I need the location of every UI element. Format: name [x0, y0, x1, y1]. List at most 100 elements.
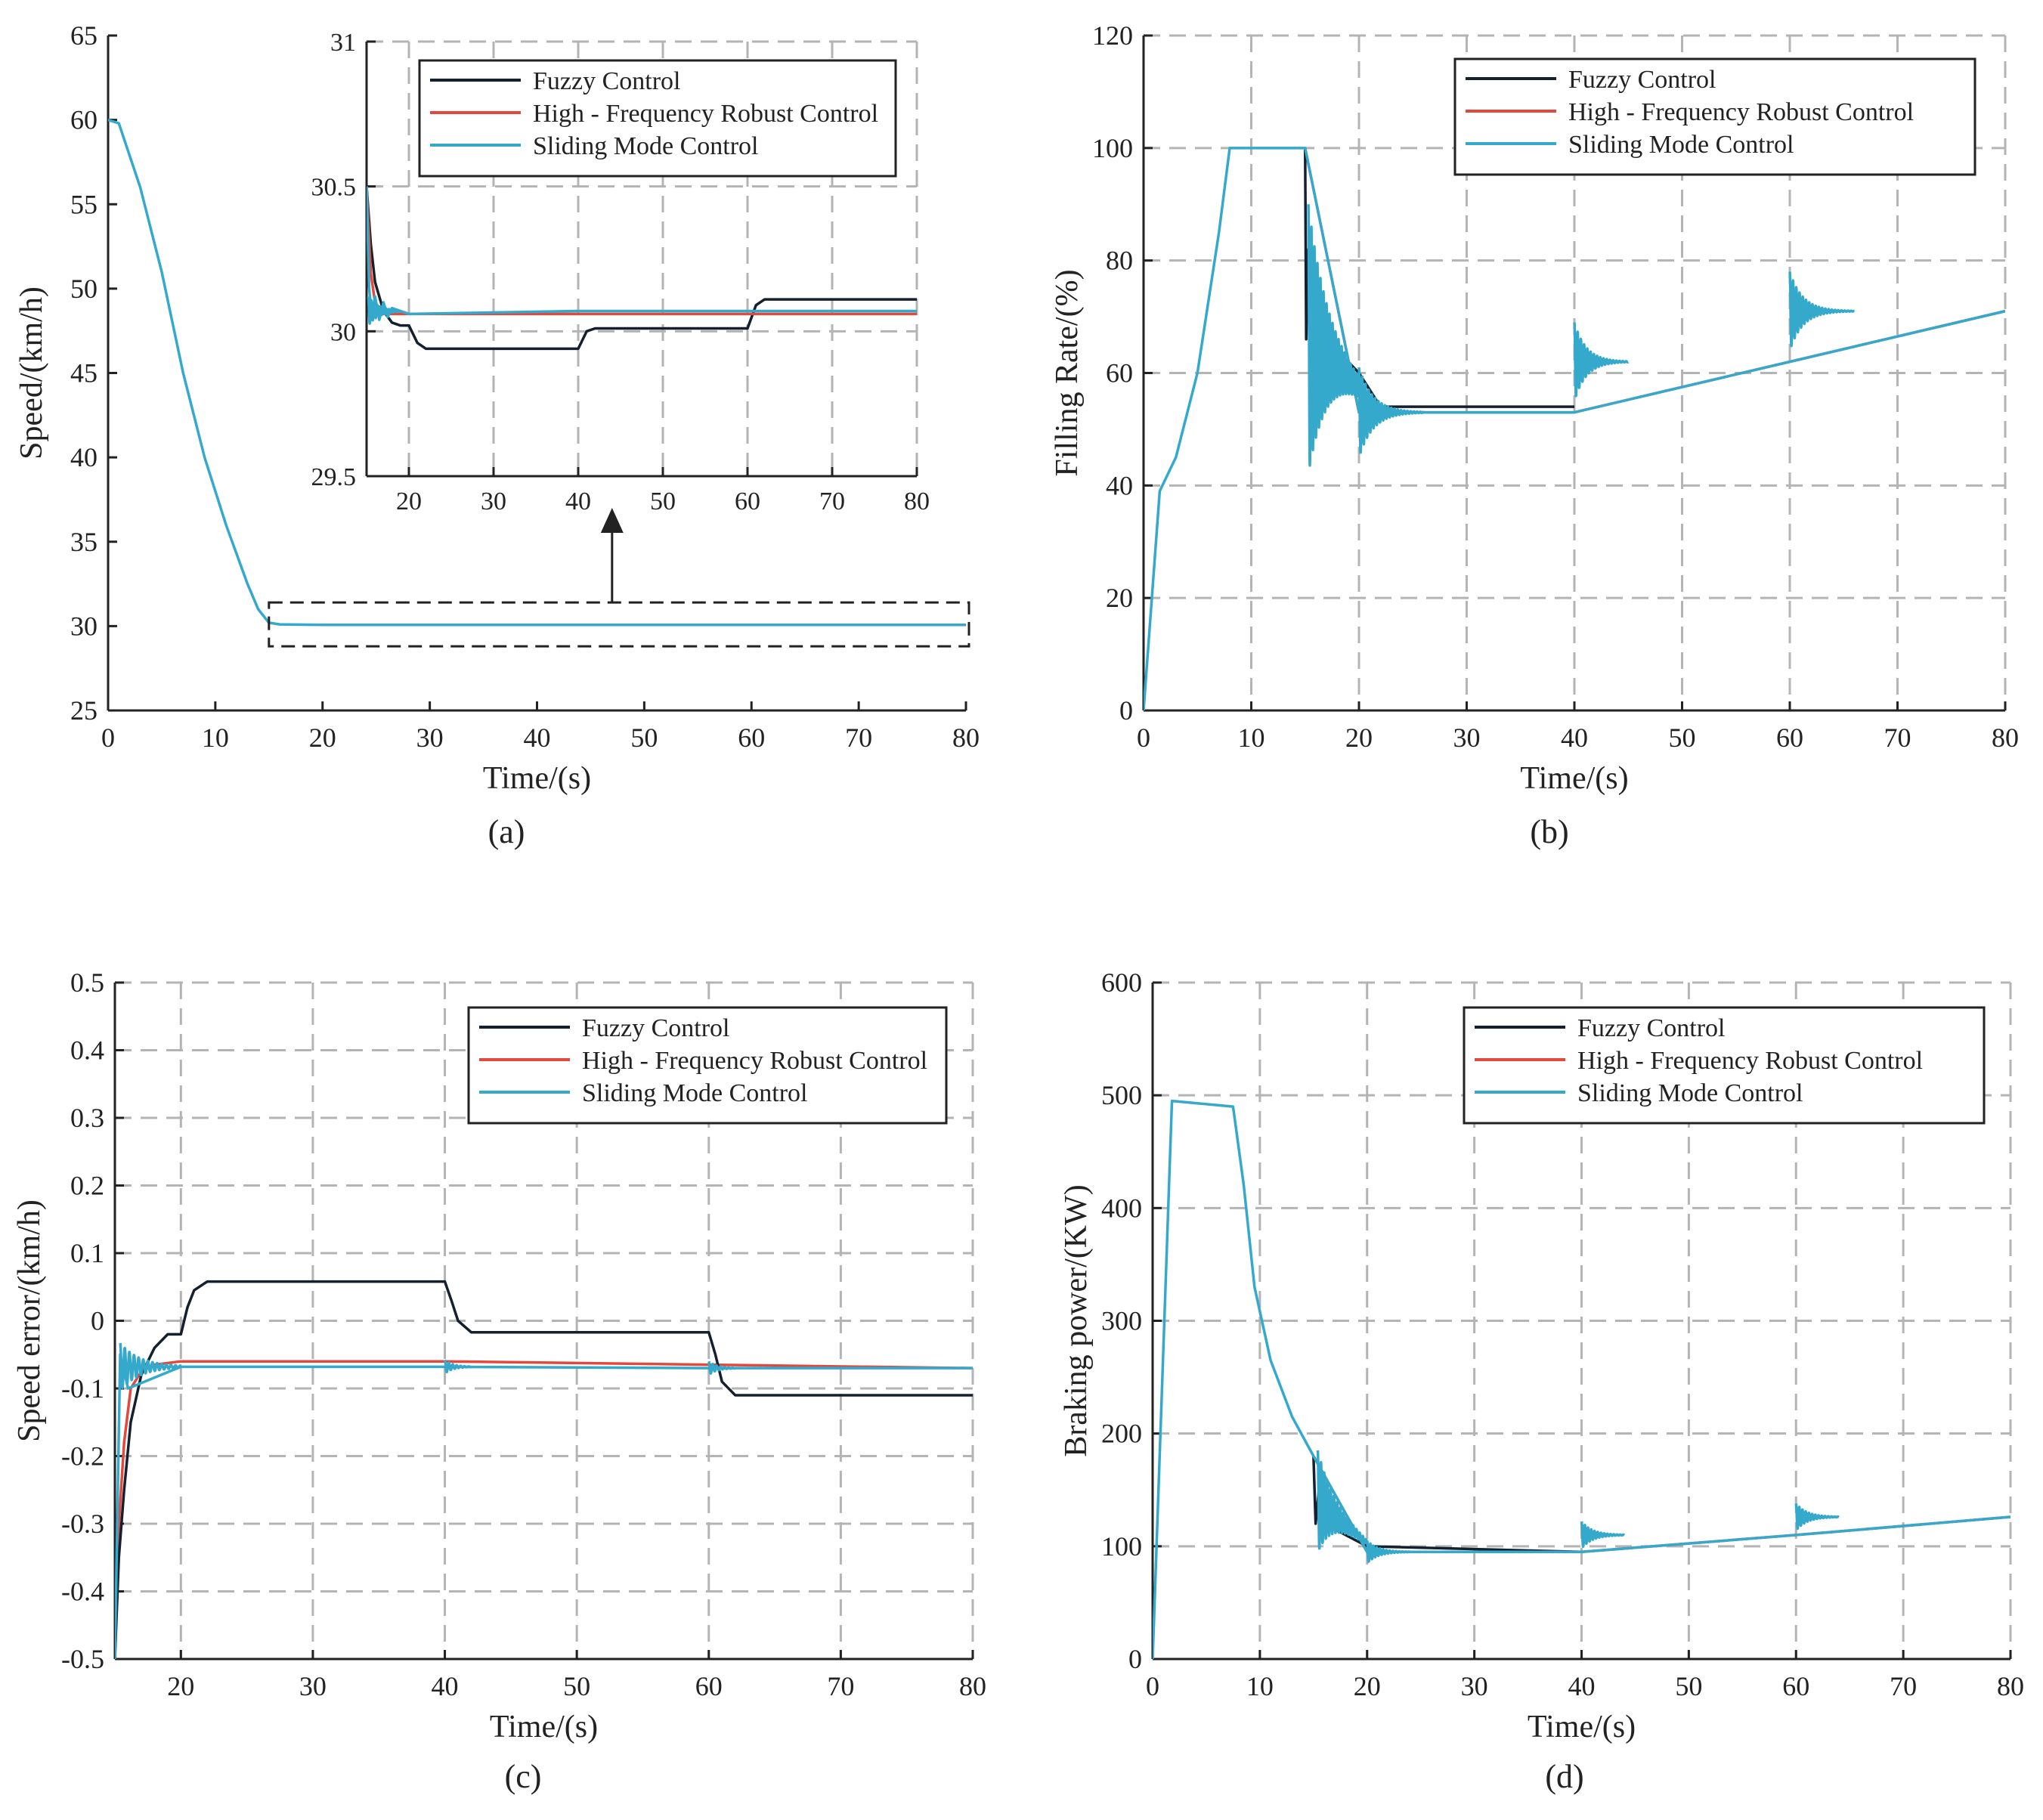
y-axis-label: Speed/(km/h) — [14, 286, 49, 460]
y-tick-label: 0.3 — [70, 1103, 104, 1133]
x-tick-label: 80 — [1992, 723, 2019, 753]
y-tick-label: 0 — [1119, 695, 1133, 726]
y-tick-label: 200 — [1101, 1419, 1142, 1449]
x-tick-label: 20 — [1345, 723, 1373, 753]
x-tick-label: 0 — [101, 723, 115, 753]
y-tick-label: 100 — [1092, 133, 1133, 163]
x-tick-label: 60 — [738, 723, 765, 753]
y-tick-label: 50 — [70, 274, 98, 304]
chatter-15s — [1316, 1450, 1369, 1550]
y-tick-label: 100 — [1101, 1531, 1142, 1562]
x-axis-label: Time/(s) — [1528, 1710, 1636, 1744]
x-tick-label: 0 — [1137, 723, 1150, 753]
legend-entry: High - Frequency Robust Control — [582, 1047, 927, 1075]
x-axis-label: Time/(s) — [490, 1710, 598, 1744]
y-tick-label: 600 — [1101, 967, 1142, 998]
y-tick-label: 300 — [1101, 1306, 1142, 1336]
y-tick-label: 25 — [70, 695, 98, 726]
panel-caption: (d) — [1545, 1758, 1583, 1795]
chatter-40s — [443, 1359, 472, 1374]
x-tick-label: 80 — [904, 488, 930, 515]
x-tick-label: 70 — [845, 723, 872, 753]
x-tick-label: 20 — [309, 723, 336, 753]
x-tick-label: 40 — [432, 1671, 459, 1701]
x-tick-label: 80 — [959, 1671, 986, 1701]
x-axis-label: Time/(s) — [483, 761, 591, 796]
y-tick-label: 60 — [70, 105, 98, 135]
y-axis-label: Filling Rate/(%) — [1050, 269, 1085, 476]
chatter-40s — [1573, 322, 1630, 398]
y-tick-label: 400 — [1101, 1193, 1142, 1223]
x-tick-label: 50 — [563, 1671, 590, 1701]
x-tick-label: 40 — [524, 723, 551, 753]
x-tick-label: 10 — [202, 723, 229, 753]
chatter-60s — [707, 1360, 737, 1375]
y-tick-label: 30.5 — [311, 174, 357, 202]
y-tick-label: 35 — [70, 527, 98, 557]
y-tick-label: 20 — [1106, 583, 1133, 613]
y-tick-label: 500 — [1101, 1080, 1142, 1110]
legend-entry: High - Frequency Robust Control — [1568, 98, 1914, 126]
legend-entry: High - Frequency Robust Control — [533, 100, 878, 128]
x-tick-label: 70 — [1884, 723, 1911, 753]
x-tick-label: 50 — [1669, 723, 1696, 753]
zoom-arrow-head — [600, 508, 624, 533]
x-tick-label: 40 — [1561, 723, 1588, 753]
x-tick-label: 20 — [1354, 1671, 1381, 1701]
x-tick-label: 20 — [396, 488, 422, 515]
x-tick-label: 0 — [1146, 1671, 1159, 1701]
y-tick-label: 80 — [1106, 246, 1133, 276]
chatter-60s — [1794, 1503, 1840, 1531]
legend-entry: Sliding Mode Control — [1568, 131, 1794, 159]
y-tick-label: 30 — [330, 318, 356, 346]
x-tick-label: 30 — [1461, 1671, 1488, 1701]
y-tick-label: 0 — [91, 1306, 104, 1336]
x-tick-label: 20 — [167, 1671, 194, 1701]
x-tick-label: 60 — [695, 1671, 723, 1701]
chatter-60s — [1788, 271, 1856, 348]
y-tick-label: -0.3 — [61, 1509, 104, 1539]
legend-entry: Fuzzy Control — [582, 1014, 729, 1042]
legend-entry: Sliding Mode Control — [582, 1079, 807, 1107]
series-line-2 — [1144, 147, 2005, 711]
inset-chatter-sliding — [367, 296, 402, 325]
chart-a: 0 10 20 30 40 50 60 70 80 25 30 35 40 45 50 55 60 65 Time/… — [14, 20, 980, 850]
y-tick-label: -0.1 — [61, 1373, 104, 1404]
chart-b: 0 10 20 30 40 50 60 70 80 0 20 40 60 80 100 120 Fuzzy Co… — [1050, 20, 2019, 850]
legend-entry: High - Frequency Robust Control — [1577, 1047, 1923, 1075]
zoom-region-box — [268, 601, 970, 648]
y-tick-label: 0 — [1128, 1644, 1142, 1674]
chatter-15s — [1307, 204, 1360, 467]
x-tick-label: 60 — [1782, 1671, 1809, 1701]
y-tick-label: 0.2 — [70, 1171, 104, 1201]
y-tick-label: 65 — [70, 20, 98, 51]
x-tick-label: 70 — [1890, 1671, 1917, 1701]
x-tick-label: 50 — [650, 488, 676, 515]
chatter-40s — [1580, 1521, 1626, 1549]
legend-entry: Fuzzy Control — [1568, 66, 1716, 94]
y-tick-label: 29.5 — [311, 463, 357, 491]
y-tick-label: 0.5 — [70, 967, 104, 998]
y-tick-label: -0.2 — [61, 1441, 104, 1472]
y-axis-label: Speed error/(km/h) — [12, 1199, 47, 1442]
legend-entry: Fuzzy Control — [1577, 1014, 1725, 1042]
series-line-0 — [108, 118, 966, 627]
x-tick-label: 30 — [1453, 723, 1481, 753]
chart-d: 0 10 20 30 40 50 60 70 80 0 100 200 300 400 500 600 Fuzz… — [1059, 967, 2024, 1795]
y-tick-label: 0.1 — [70, 1238, 104, 1268]
y-tick-label: 31 — [330, 29, 356, 57]
series-line-0 — [115, 1280, 973, 1660]
x-tick-label: 30 — [299, 1671, 327, 1701]
x-tick-label: 70 — [819, 488, 845, 515]
inset-chart-a: 20 30 40 50 60 70 80 29.5 30 30.5 31 Fuzzy Control H… — [311, 29, 930, 515]
y-tick-label: 120 — [1092, 20, 1133, 51]
legend-entry: Fuzzy Control — [533, 67, 680, 95]
y-tick-label: 40 — [1106, 470, 1133, 500]
x-tick-label: 60 — [1776, 723, 1803, 753]
chatter-20s — [1366, 1540, 1412, 1563]
x-tick-label: 40 — [565, 488, 591, 515]
legend-entry: Sliding Mode Control — [533, 132, 758, 160]
y-tick-label: 45 — [70, 358, 98, 388]
x-tick-label: 50 — [1675, 1671, 1702, 1701]
